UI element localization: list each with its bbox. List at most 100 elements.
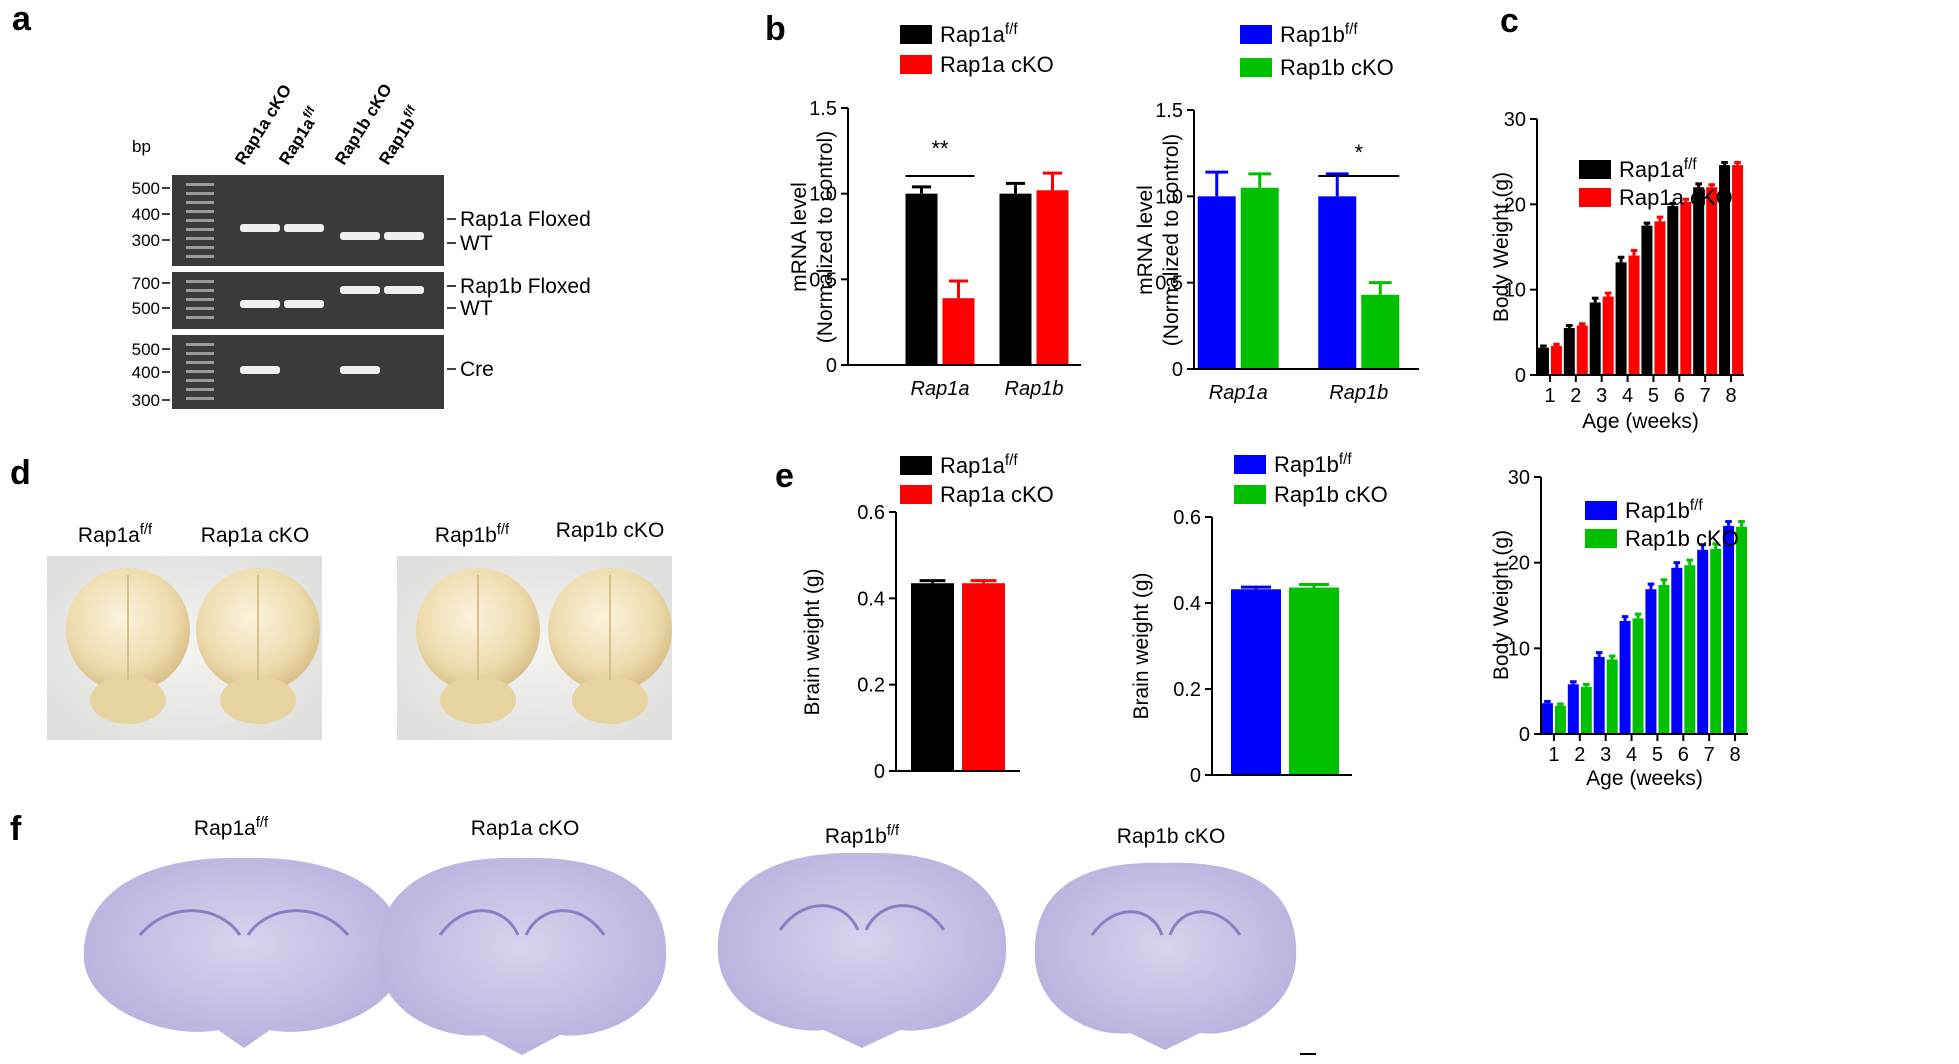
- ladder-band: [186, 316, 214, 319]
- y-tick-label: 1.0: [809, 184, 837, 206]
- error-bar: [1725, 520, 1732, 526]
- gel-band: [340, 366, 380, 374]
- x-tick-label: Rap1a: [911, 378, 970, 400]
- bar: [1589, 302, 1601, 375]
- marker-label: 500: [132, 299, 160, 318]
- gel-image: [172, 175, 444, 266]
- x-tick-label: 7: [1700, 385, 1711, 407]
- legend-label: Rap1af/f: [940, 21, 1018, 48]
- legend-swatch: [1579, 188, 1611, 207]
- legend-label-main: Rap1b cKO: [1274, 482, 1388, 507]
- bar: [1606, 659, 1618, 734]
- legend-label: Rap1a cKO: [940, 52, 1054, 77]
- y-tick-label: 10: [1508, 638, 1530, 660]
- error-bar: [1325, 172, 1349, 197]
- error-bar: [1042, 171, 1063, 191]
- error-bar: [1005, 181, 1026, 194]
- error-bar: [1566, 324, 1573, 329]
- y-tick-label: 1.5: [809, 98, 837, 120]
- x-tick-label: 3: [1596, 385, 1607, 407]
- error-bar: [919, 579, 946, 584]
- ladder-band: [186, 237, 214, 240]
- gel-band: [384, 286, 424, 294]
- ladder-band: [186, 307, 214, 310]
- legend-label-sup: f/f: [1684, 156, 1698, 173]
- bar: [1710, 548, 1722, 734]
- x-tick-label: 5: [1652, 744, 1663, 766]
- error-bar: [1579, 322, 1586, 326]
- ladder-band: [186, 219, 214, 222]
- bar: [1723, 525, 1735, 734]
- x-tick-label: 8: [1730, 744, 1741, 766]
- brain: [66, 568, 190, 724]
- panel-letter: a: [12, 0, 32, 38]
- y-tick-label: 0: [1519, 724, 1530, 746]
- legend-label-sup: f/f: [1005, 21, 1019, 38]
- bar: [1615, 262, 1627, 375]
- bar: [1719, 165, 1731, 375]
- photo-label: Rap1a cKO: [201, 524, 310, 547]
- x-tick-label: 2: [1570, 385, 1581, 407]
- bar: [942, 298, 975, 365]
- section: [717, 852, 1007, 1048]
- legend-label-main: Rap1a: [1619, 157, 1685, 182]
- ladder-band: [186, 280, 214, 283]
- legend-label: Rap1a cKO: [940, 482, 1054, 507]
- bar: [1658, 584, 1670, 734]
- error-bar: [1583, 682, 1590, 687]
- error-bar: [1241, 585, 1271, 590]
- legend-swatch: [1585, 529, 1617, 548]
- section-label: Rap1a cKO: [471, 817, 580, 840]
- panel-letter: e: [775, 457, 794, 495]
- legend-label: Rap1b cKO: [1625, 526, 1739, 551]
- error-bar: [1699, 543, 1706, 550]
- bar: [1240, 187, 1279, 369]
- section-label: Rap1af/f: [194, 815, 269, 840]
- error-bar: [911, 185, 932, 194]
- y-tick-label: 0.5: [1155, 273, 1183, 295]
- gel-band: [240, 224, 280, 232]
- legend-swatch: [1585, 501, 1617, 520]
- gel-bp-label: bp: [132, 137, 151, 156]
- legend-label-main: Rap1b: [1625, 498, 1690, 523]
- legend-swatch: [1579, 160, 1611, 179]
- brain-photos: [47, 556, 672, 740]
- y-axis-label: mRNA level: [1134, 185, 1157, 295]
- bar: [1706, 187, 1718, 375]
- bar: [1736, 526, 1748, 734]
- brain: [548, 568, 672, 724]
- legend-label-main: Rap1b: [1274, 452, 1339, 477]
- x-tick-label: 4: [1626, 744, 1637, 766]
- photo-label-main: Rap1b: [435, 524, 497, 547]
- bar: [1680, 201, 1692, 375]
- bar: [962, 583, 1005, 771]
- legend-label: Rap1bf/f: [1280, 21, 1358, 48]
- legend-label-main: Rap1b cKO: [1280, 55, 1394, 80]
- marker-label: 400: [132, 363, 160, 382]
- error-bar: [1591, 296, 1599, 303]
- bar: [1684, 565, 1696, 734]
- section-label: Rap1bf/f: [825, 823, 900, 848]
- bar: [1602, 296, 1614, 375]
- legend-label-main: Rap1a cKO: [940, 482, 1054, 507]
- legend-label: Rap1bf/f: [1274, 451, 1352, 478]
- legend-swatch: [900, 55, 932, 74]
- y-tick-label: 10: [1504, 280, 1526, 302]
- bar: [1697, 549, 1709, 734]
- bar: [1632, 618, 1644, 734]
- photo-label: Rap1bf/f: [435, 522, 510, 547]
- ladder-band: [186, 352, 214, 355]
- bar: [1693, 187, 1705, 375]
- bar: [1654, 221, 1666, 375]
- bar: [1619, 620, 1631, 734]
- legend-swatch: [1234, 455, 1266, 474]
- legend-label: Rap1b cKO: [1274, 482, 1388, 507]
- marker-label: 300: [132, 231, 160, 250]
- band-label: Rap1a Floxed: [460, 208, 591, 231]
- ladder-band: [186, 397, 214, 400]
- legend-swatch: [900, 485, 932, 504]
- y-tick-label: 20: [1508, 553, 1530, 575]
- section-label-main: Rap1b cKO: [1117, 825, 1226, 848]
- bar: [1645, 589, 1657, 734]
- bar: [1576, 325, 1588, 375]
